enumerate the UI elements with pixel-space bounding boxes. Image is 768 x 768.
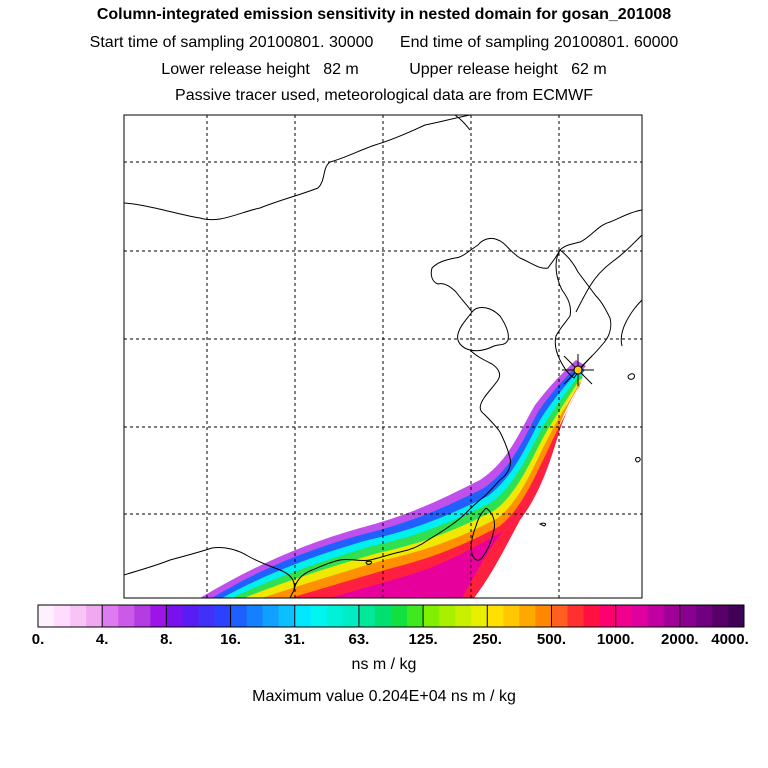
coastline-east-china [289,431,511,598]
colorbar-tick-label: 500. [536,631,567,648]
colorbar-swatch [679,605,697,627]
colorbar-swatch [391,605,408,627]
colorbar-swatch [583,605,601,627]
colorbar-swatch [70,605,87,627]
colorbar-swatch [374,605,392,627]
colorbar-tick-label: 250. [472,631,502,648]
colorbar-tick-label: 4. [95,631,109,648]
star-marker [562,354,594,386]
colorbar-swatch [198,605,215,627]
colorbar-tick-label: 0. [31,631,45,648]
start-time-value: 20100801. 30000 [248,34,374,51]
colorbar-swatch [230,605,248,627]
island-4 [365,560,373,565]
sampling-times: Start time of sampling 20100801. 30000 E… [0,34,768,52]
colorbar-tick-label: 1000. [596,631,635,648]
colorbar-swatch [599,605,617,627]
emission-plume [200,360,586,598]
colorbar-swatch [631,605,649,627]
coastline-shandong [469,349,501,433]
colorbar-swatch [535,605,552,627]
end-time-label: End time of sampling [399,34,550,51]
colorbar-swatch [278,605,296,627]
graticule [124,115,642,598]
colorbar-swatch [150,605,167,627]
upper-height-label: Upper release height [409,61,558,78]
colorbar-swatch [182,605,199,627]
maximum-value: Maximum value 0.204E+04 ns m / kg [252,688,516,705]
colorbar-swatch [503,605,520,627]
colorbar-swatch [310,605,328,627]
colorbar-swatch [727,605,745,627]
colorbar-swatch [519,605,536,627]
coastline-south-china [124,547,295,591]
colorbar-swatch [407,605,424,627]
plume-band-magenta [330,470,540,598]
colorbar-swatch [86,605,103,627]
lower-height-value: 82 m [323,61,359,78]
coastline-japan-west [620,299,642,347]
colorbar-swatch [455,605,472,627]
colorbar-swatch [711,605,729,627]
colorbar-tick-label: 8. [160,631,173,648]
chart-title: Column-integrated emission sensitivity i… [96,6,672,23]
upper-height-value: 62 m [571,61,607,78]
colorbar-swatch [54,605,71,627]
island-3 [538,522,547,527]
start-time-label: Start time of sampling [89,34,245,51]
tracer-note: Passive tracer used, meteorological data… [175,87,593,104]
colorbar [37,604,745,628]
map-frame [123,114,643,599]
coastline-northeast [454,115,471,131]
colorbar-swatch [118,605,135,627]
release-heights: Lower release height 82 m Upper release … [0,61,768,79]
coastline-bohai-korea-north [430,209,642,313]
coastline-taiwan [470,507,495,561]
colorbar-swatch [615,605,633,627]
map-area [124,115,642,598]
colorbar-swatch [214,605,232,627]
colorbar-swatch [647,605,665,627]
colorbar-frame [37,604,745,628]
coastline-bohai-bay [457,307,509,352]
colorbar-swatch [551,605,568,627]
island-1 [627,373,635,380]
island-2 [635,457,641,463]
colorbar-swatch [423,605,440,627]
coastline-japan-north [575,234,642,313]
colorbar-tick-label: 16. [220,631,241,648]
colorbar-swatch [102,605,119,627]
colorbar-swatch [38,605,55,627]
colorbar-tick-label: 4000. [711,631,749,648]
colorbar-swatch [567,605,585,627]
colorbar-swatch [134,605,151,627]
colorbar-swatch [262,605,280,627]
colorbar-swatch [294,605,312,627]
colorbar-tick-label: 63. [348,631,370,648]
colorbar-units: ns m / kg [351,656,417,673]
coastline-korea [554,249,612,379]
colorbar-swatch [342,605,360,627]
lower-height-label: Lower release height [161,61,310,78]
colorbar-tick-label: 125. [408,631,438,648]
colorbar-swatch [695,605,713,627]
colorbar-tick-label: 31. [284,631,306,648]
colorbar-swatch [326,605,344,627]
end-time-value: 20100801. 60000 [553,34,679,51]
colorbar-swatch [487,605,504,627]
colorbar-swatch [439,605,456,627]
colorbar-swatch [471,605,488,627]
colorbar-swatch [663,605,681,627]
colorbar-swatch [166,605,183,627]
coastline-mongolia-border [124,115,471,221]
plume-band-red [290,385,580,598]
colorbar-swatch [246,605,264,627]
colorbar-tick-label: 2000. [661,631,699,648]
coastlines [124,115,642,598]
colorbar-swatch [358,605,376,627]
